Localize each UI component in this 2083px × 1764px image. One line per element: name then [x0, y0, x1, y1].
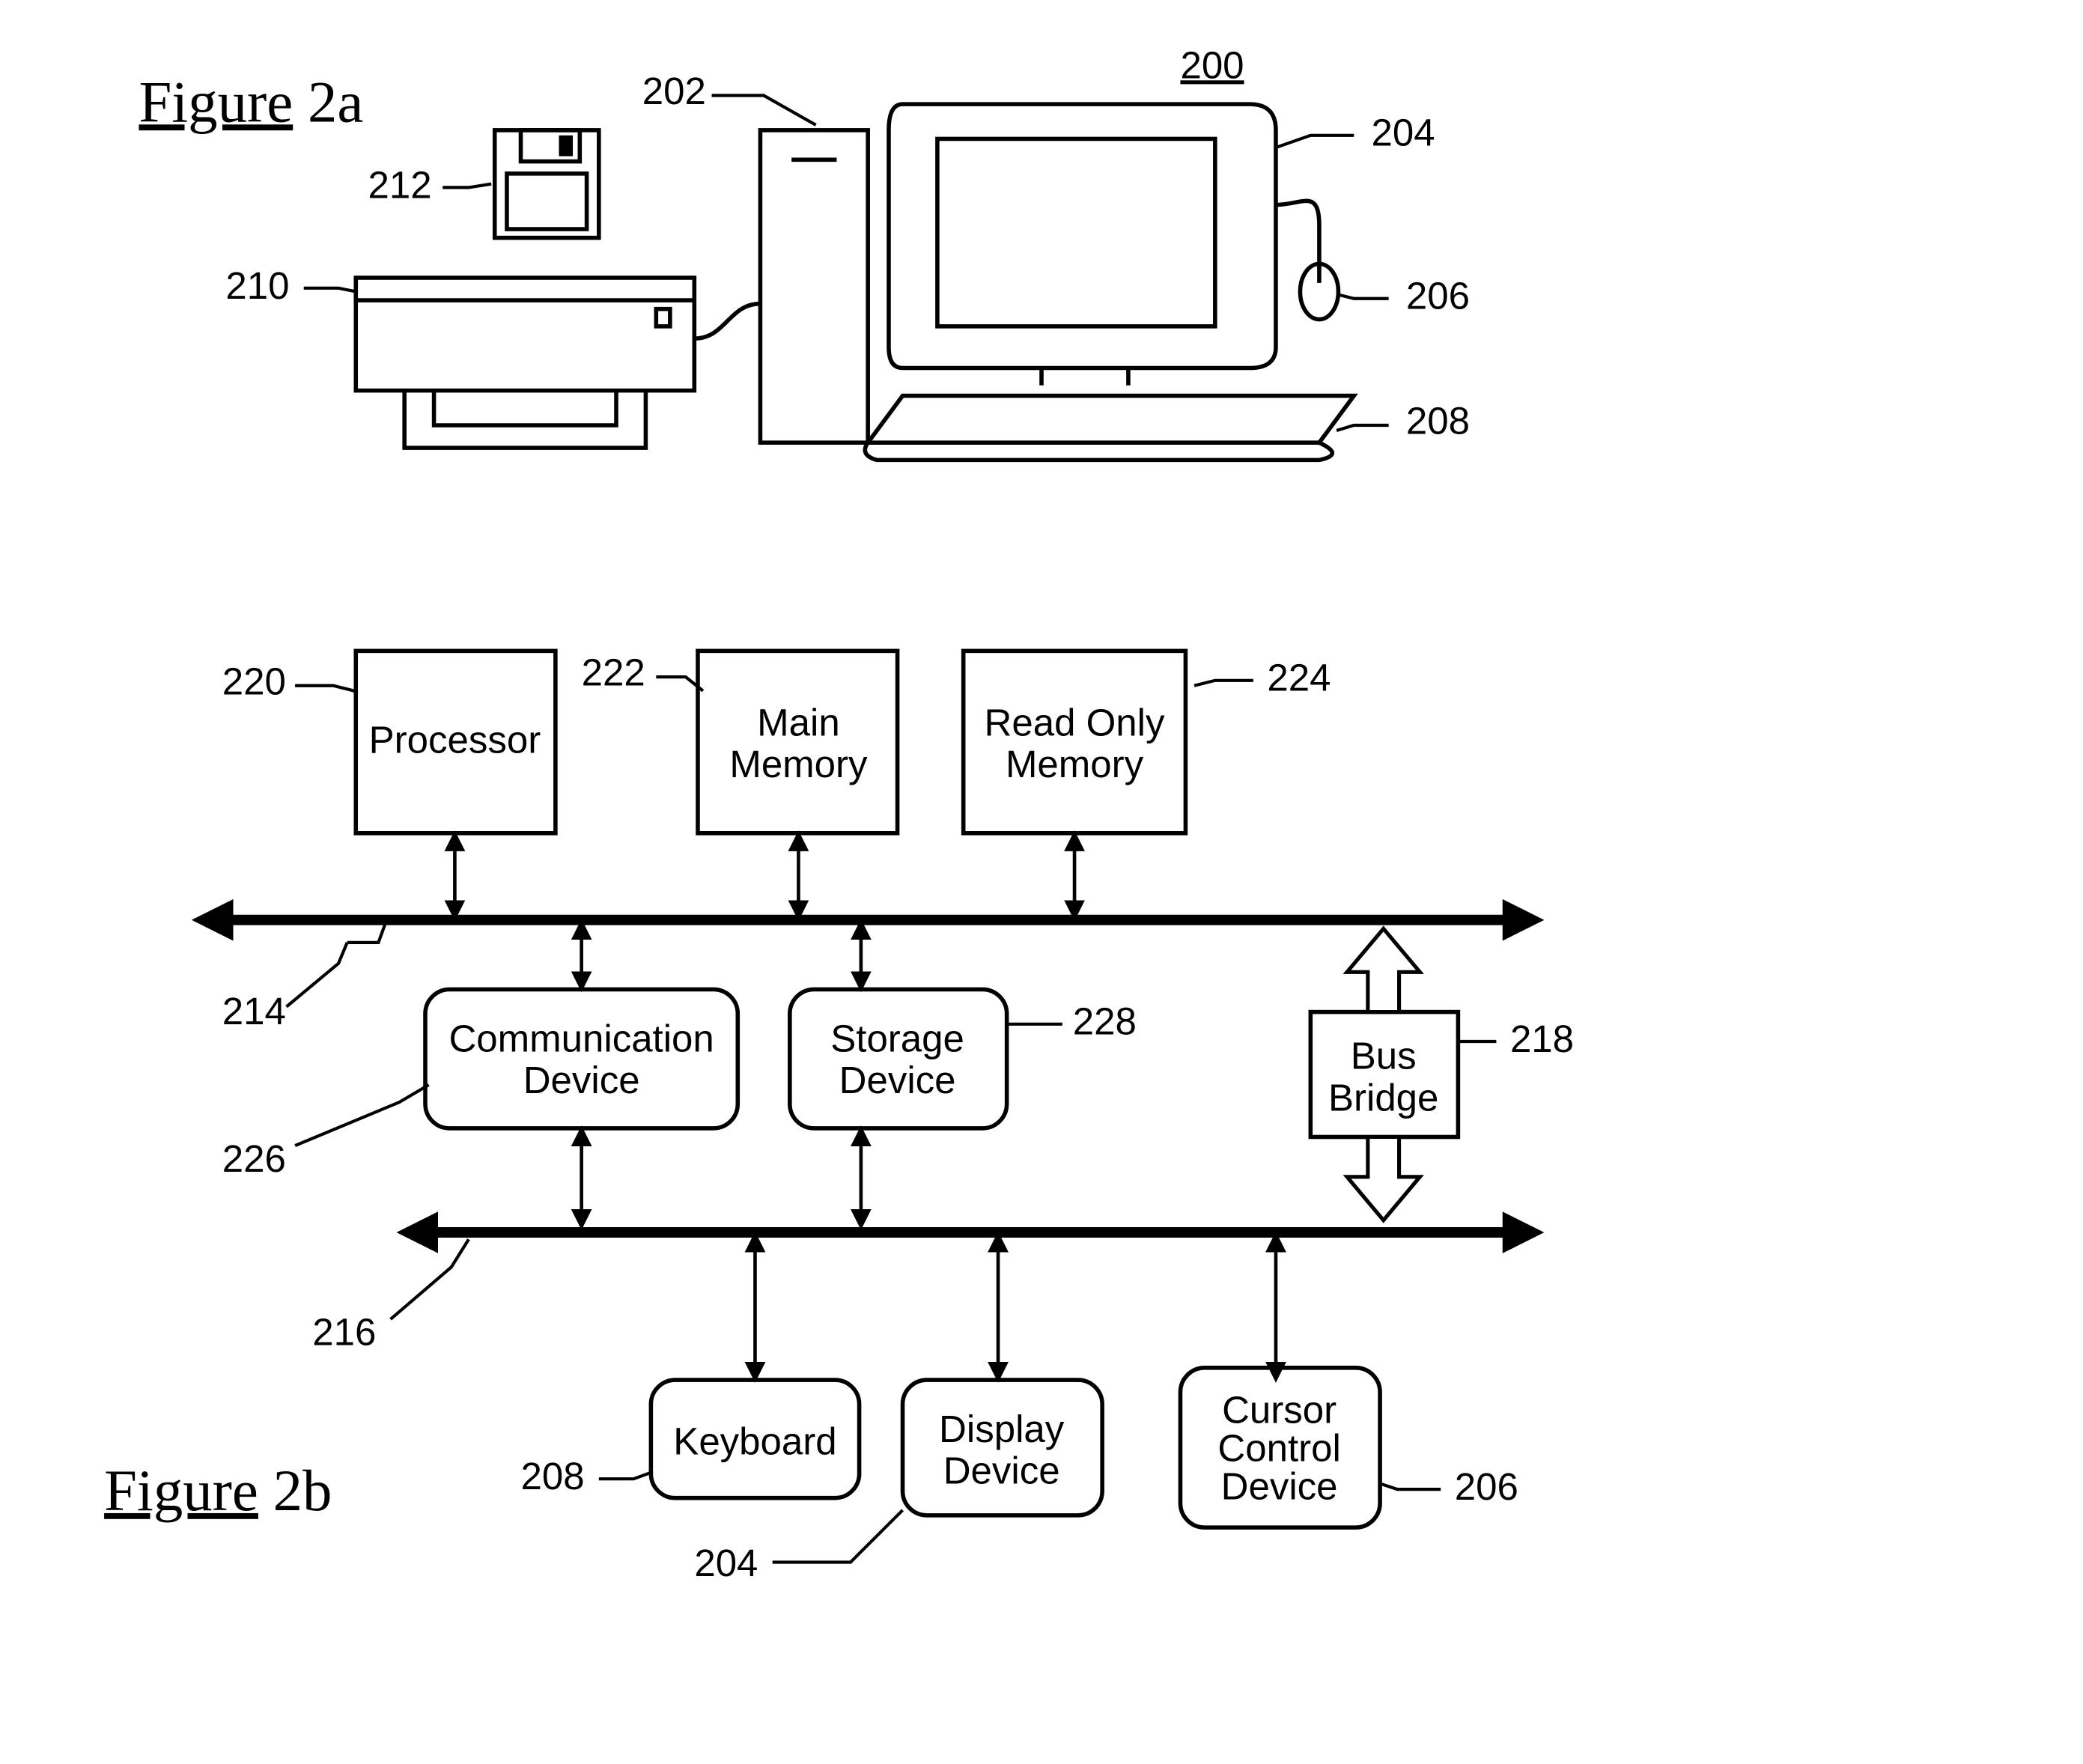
cursor-device-box: Cursor Control Device — [1180, 1368, 1380, 1527]
ref-208: 208 — [1406, 400, 1470, 442]
leader-206b — [1381, 1484, 1441, 1489]
ref-210: 210 — [225, 264, 289, 307]
ref-212: 212 — [368, 163, 431, 206]
fig2a-suffix: 2a — [293, 70, 363, 135]
leader-208 — [1337, 425, 1389, 431]
diagram-canvas: Figure 2a 200 — [0, 0, 2083, 1763]
ref-208b: 208 — [521, 1455, 585, 1497]
ref-222: 222 — [582, 651, 645, 694]
bus-l1: Bus — [1351, 1035, 1417, 1077]
keyboard-label: Keyboard — [673, 1420, 836, 1462]
leader-210 — [304, 288, 356, 292]
comm-device-box: Communication Device — [425, 989, 738, 1128]
leader-216 — [391, 1239, 469, 1319]
rom-box: Read Only Memory — [964, 651, 1186, 833]
monitor-icon — [889, 104, 1276, 386]
figure-2b-title: Figure 2b — [104, 1459, 332, 1524]
cursor-l3: Device — [1221, 1465, 1338, 1508]
printer-cable — [694, 304, 760, 338]
ref-204b: 204 — [694, 1542, 758, 1584]
leader-214 — [347, 923, 386, 943]
leader-220 — [295, 686, 354, 691]
ref-204: 204 — [1371, 112, 1435, 154]
ref-218: 218 — [1510, 1018, 1574, 1060]
main-memory-l2: Memory — [729, 743, 868, 785]
fig2b-prefix: Figure — [104, 1459, 258, 1524]
floppy-icon — [495, 130, 599, 238]
keyboard-box: Keyboard — [651, 1380, 859, 1498]
display-l1: Display — [939, 1408, 1065, 1450]
rom-l1: Read Only — [985, 702, 1165, 744]
leader-224 — [1194, 681, 1253, 686]
ref-206: 206 — [1406, 275, 1470, 317]
bus-bridge-arrow-up — [1347, 928, 1420, 1012]
printer-icon — [356, 278, 694, 448]
leader-226 — [295, 1085, 429, 1146]
leader-212 — [443, 184, 491, 188]
storage-l2: Device — [839, 1059, 956, 1101]
leader-208b — [599, 1472, 653, 1479]
ref-224: 224 — [1267, 657, 1331, 699]
tower-icon — [760, 130, 868, 442]
ref-220: 220 — [222, 660, 286, 702]
fig2a-prefix: Figure — [139, 70, 293, 135]
ref-200: 200 — [1180, 43, 1244, 86]
leader-202 — [712, 96, 816, 125]
main-memory-l1: Main — [757, 702, 840, 744]
display-device-box: Display Device — [903, 1380, 1103, 1515]
ref-202: 202 — [642, 70, 706, 112]
comm-l1: Communication — [448, 1017, 714, 1059]
ref-206b: 206 — [1455, 1465, 1518, 1508]
figure-2a-title: Figure 2a — [139, 70, 363, 135]
comm-l2: Device — [523, 1059, 640, 1101]
processor-box: Processor — [356, 651, 556, 833]
display-l2: Device — [943, 1450, 1060, 1492]
rom-l2: Memory — [1006, 743, 1144, 785]
cursor-l1: Cursor — [1222, 1389, 1337, 1432]
leader-214b — [287, 943, 347, 1007]
storage-l1: Storage — [830, 1017, 964, 1059]
leader-206 — [1340, 295, 1389, 299]
bus-bridge-box: Bus Bridge — [1310, 1012, 1458, 1137]
leader-204b — [773, 1510, 903, 1563]
cursor-l2: Control — [1217, 1427, 1340, 1470]
fig2b-suffix: 2b — [258, 1459, 332, 1524]
mouse-icon — [1276, 201, 1338, 319]
ref-216: 216 — [312, 1311, 376, 1354]
bus-bridge-arrow-down — [1347, 1137, 1420, 1220]
ref-214: 214 — [222, 990, 286, 1032]
keyboard-icon — [865, 396, 1354, 460]
main-memory-box: Main Memory — [698, 651, 898, 833]
bus-l2: Bridge — [1328, 1076, 1438, 1119]
processor-label: Processor — [369, 719, 541, 761]
ref-226: 226 — [222, 1137, 286, 1180]
leader-204 — [1276, 136, 1354, 147]
ref-228: 228 — [1073, 1000, 1137, 1043]
storage-device-box: Storage Device — [790, 989, 1007, 1128]
